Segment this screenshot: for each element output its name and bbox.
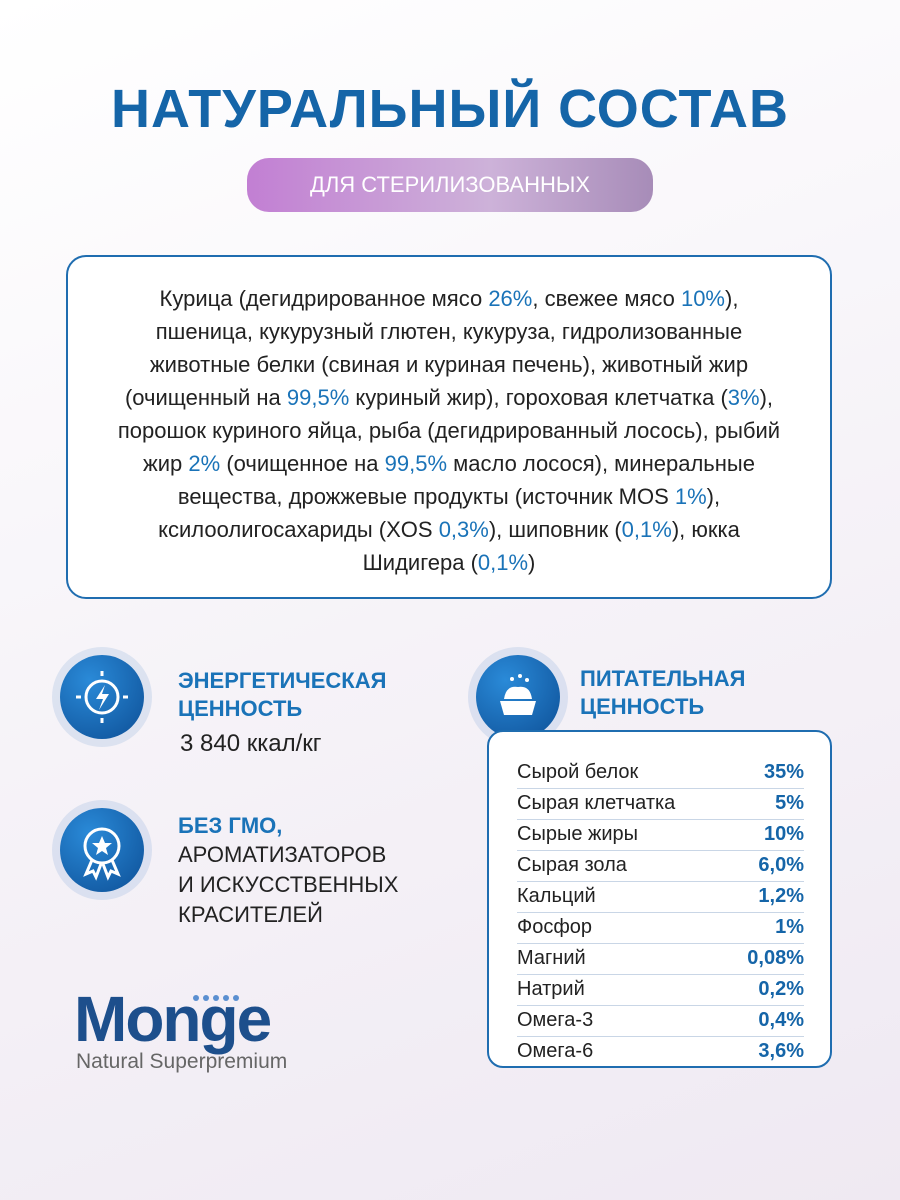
composition-text: ), юкка Шидигера (	[362, 517, 740, 575]
energy-icon	[60, 655, 144, 739]
nutrition-table: Сырой белок 35% Сырая клетчатка 5% Сырые жир…	[487, 730, 832, 1068]
nutrition-row: Сырая клетчатка 5%	[517, 789, 804, 820]
nutrient-value: 0,08%	[747, 947, 804, 969]
nutrient-value: 0,2%	[758, 978, 804, 1000]
composition-text: куриный жир), гороховая клетчатка (	[349, 385, 728, 410]
nutrient-name: Сырой белок	[517, 761, 639, 783]
nutrient-name: Омега-6	[517, 1040, 594, 1062]
nutrition-title: ПИТАТЕЛЬНАЯ ЦЕННОСТЬ	[580, 665, 745, 721]
gmo-text: БЕЗ ГМО, АРОМАТИЗАТОРОВ И ИСКУССТВЕННЫХ …	[178, 812, 398, 930]
composition-accent: 0,1%	[477, 550, 529, 575]
composition-accent: 3%	[727, 385, 760, 410]
icon-glyph	[76, 671, 128, 723]
composition-accent: 99,5%	[286, 385, 350, 410]
gmo-line: АРОМАТИЗАТОРОВ	[178, 842, 387, 867]
nutrient-name: Сырая клетчатка	[517, 792, 676, 814]
composition-accent: 0,1%	[621, 517, 672, 542]
line: ПИТАТЕЛЬНАЯ	[580, 666, 746, 691]
nutrient-name: Натрий	[517, 978, 585, 1000]
energy-value: 3 840 ккал/кг	[180, 730, 322, 757]
composition-text: ), шиповник (	[488, 517, 622, 542]
energy-title: ЭНЕРГЕТИЧЕСКАЯ ЦЕННОСТЬ	[178, 667, 386, 723]
composition-text: Курица (дегидрированное мясо	[159, 286, 489, 311]
logo-tagline: Natural Superpremium	[76, 1050, 288, 1073]
nutrition-row: Омега-3 0,4%	[517, 1006, 804, 1037]
nutrient-name: Магний	[517, 947, 586, 969]
nutrition-row: Фосфор 1%	[517, 913, 804, 944]
logo-stars	[193, 995, 239, 1001]
line: ЭНЕРГЕТИЧЕСКАЯ	[178, 668, 387, 693]
nutrition-row: Кальций 1,2%	[517, 882, 804, 913]
icon-glyph	[83, 827, 121, 881]
composition-text: , свежее мясо	[532, 286, 681, 311]
nutrient-value: 1,2%	[758, 885, 804, 907]
nutrition-icon	[476, 655, 560, 739]
nutrition-row: Омега-6 3,6%	[517, 1037, 804, 1067]
icon-glyph	[500, 674, 536, 715]
nutrient-value: 10%	[763, 823, 804, 845]
nutrient-name: Кальций	[517, 885, 596, 907]
line: ЦЕННОСТЬ	[580, 694, 705, 719]
nutrient-value: 35%	[763, 761, 804, 783]
composition-box: Курица (дегидрированное мясо 26%, свежее…	[66, 255, 832, 599]
badge: ДЛЯ СТЕРИЛИЗОВАННЫХ	[247, 158, 653, 212]
title: НАТУРАЛЬНЫЙ СОСТАВ	[110, 79, 790, 139]
composition-accent: 99,5%	[384, 451, 448, 476]
nutrient-value: 1%	[775, 916, 804, 938]
nutrient-name: Фосфор	[517, 916, 593, 938]
nutrition-row: Сырой белок 35%	[517, 758, 804, 789]
nutrient-value: 0,4%	[758, 1009, 804, 1031]
composition-text: ), пшеница, кукурузный глютен, кукуруза,…	[124, 286, 749, 410]
nutrition-row: Натрий 0,2%	[517, 975, 804, 1006]
line: ЦЕННОСТЬ	[178, 696, 303, 721]
composition-accent: 26%	[488, 286, 533, 311]
nutrition-row: Сырая зола 6,0%	[517, 851, 804, 882]
composition-text: ), порошок куриного яйца, рыба (дегидрир…	[117, 385, 781, 476]
composition-text: масло лосося), минеральные вещества, дро…	[177, 451, 755, 509]
nutrient-value: 6,0%	[758, 854, 804, 876]
composition-text: (очищенное на	[220, 451, 385, 476]
composition-text: ), ксилоолигосахариды (XOS	[158, 484, 721, 542]
gmo-icon	[60, 808, 144, 892]
gmo-title: БЕЗ ГМО,	[178, 813, 283, 838]
nutrient-value: 3,6%	[758, 1040, 804, 1062]
composition-accent: 1%	[674, 484, 707, 509]
composition-accent: 2%	[188, 451, 221, 476]
composition-accent: 10%	[680, 286, 725, 311]
composition-text: )	[528, 550, 536, 575]
nutrient-name: Омега-3	[517, 1009, 594, 1031]
gmo-line: И ИСКУССТВЕННЫХ	[178, 872, 399, 897]
nutrient-name: Сырые жиры	[517, 823, 639, 845]
nutrition-row: Сырые жиры 10%	[517, 820, 804, 851]
logo: Monge	[74, 983, 272, 1055]
nutrient-name: Сырая зола	[517, 854, 627, 876]
gmo-line: КРАСИТЕЛЕЙ	[178, 902, 323, 927]
nutrition-row: Магний 0,08%	[517, 944, 804, 975]
composition-accent: 0,3%	[438, 517, 489, 542]
nutrient-value: 5%	[775, 792, 804, 814]
badge-text: ДЛЯ СТЕРИЛИЗОВАННЫХ	[309, 172, 591, 197]
